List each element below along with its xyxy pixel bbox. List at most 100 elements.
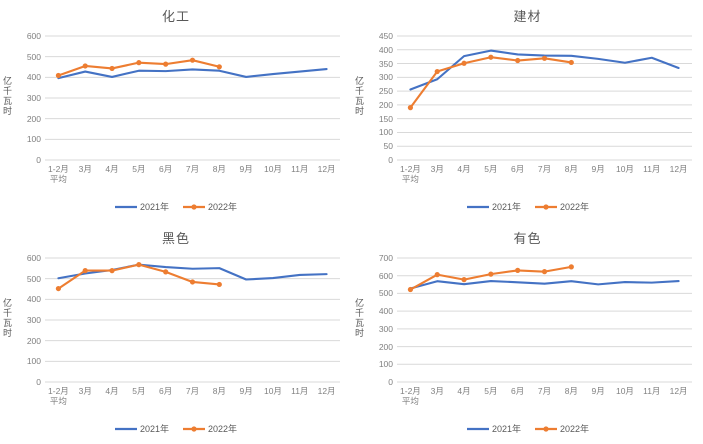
- x-axis-tick-label: 3月: [78, 164, 92, 174]
- data-point-marker: [515, 57, 521, 64]
- x-axis-tick-label: 10月: [615, 386, 634, 396]
- data-point-marker: [82, 63, 88, 69]
- chart-panel-jiancai: 建材 0 50 100 150 200 250 300 350 400 450 亿千瓦时 1-2月 平均…: [352, 0, 703, 222]
- legend-item-2022[interactable]: 2022年: [535, 422, 589, 435]
- chart-title: 化工: [161, 9, 190, 24]
- legend-label: 2021年: [491, 424, 521, 434]
- x-axis-tick-label: 12月: [317, 164, 336, 174]
- series-line-2021: [57, 68, 328, 80]
- chart-legend: 2021年 2022年: [0, 422, 352, 435]
- x-axis-tick-label: 4月: [457, 386, 471, 396]
- legend-swatch-icon: [114, 205, 137, 208]
- x-axis-tick-label: 6月: [511, 164, 525, 174]
- legend-swatch-icon: [466, 427, 489, 430]
- x-axis-tick-label: 5月: [132, 386, 146, 396]
- legend-swatch-icon: [466, 205, 489, 208]
- x-axis-tick-label: 1-2月 平均: [48, 386, 69, 406]
- chart-title: 有色: [513, 231, 542, 246]
- chart-panel-youse: 有色 0 100 200 300 400 500 600 700 亿千瓦时 1-2月 平均 3月 4月 5…: [352, 222, 703, 444]
- series-line-2022: [409, 265, 573, 291]
- data-point-marker: [136, 60, 142, 66]
- data-point-marker: [189, 279, 196, 285]
- legend-swatch-icon: [183, 203, 205, 210]
- chart-legend: 2021年 2022年: [352, 422, 703, 435]
- y-axis-tick-label: 200: [378, 341, 393, 352]
- x-axis-tick-label: 7月: [537, 164, 552, 174]
- legend-item-2021[interactable]: 2021年: [466, 200, 521, 213]
- x-axis-tick-label: 4月: [105, 164, 119, 174]
- chart-title: 黑色: [161, 231, 190, 246]
- y-axis-tick-label: 500: [26, 51, 41, 62]
- x-axis-tick-label: 7月: [185, 164, 200, 174]
- data-point-marker: [136, 262, 142, 268]
- plot-area-heise: 0 100 200 300 400 500 600 亿千瓦时 1-2月 平均 3月 4月 5月 6月 7月 8…: [0, 222, 352, 444]
- x-axis-tick-label: 7月: [537, 386, 552, 396]
- chart-svg: [397, 35, 692, 161]
- y-axis-tick-label: 500: [26, 273, 41, 284]
- legend-item-2022[interactable]: 2022年: [183, 422, 237, 435]
- legend-item-2021[interactable]: 2021年: [466, 422, 521, 435]
- y-axis-tick-label: 300: [378, 72, 393, 83]
- x-axis-tick-label: 7月: [185, 386, 200, 396]
- x-axis-tick-label: 1-2月 平均: [400, 164, 421, 184]
- x-axis-tick-label: 12月: [669, 164, 688, 174]
- y-axis-tick-label: 350: [378, 58, 393, 69]
- chart-legend: 2021年 2022年: [352, 200, 703, 213]
- y-axis-tick-label: 0: [388, 155, 393, 165]
- legend-label: 2021年: [139, 202, 169, 212]
- data-point-marker: [434, 68, 440, 75]
- chart-title: 建材: [513, 9, 542, 24]
- x-axis-tick-label: 3月: [430, 164, 444, 174]
- y-axis-tick-label: 150: [378, 113, 393, 124]
- legend-item-2021[interactable]: 2021年: [114, 200, 169, 213]
- series-line-2021: [409, 49, 680, 91]
- y-axis-label: 亿千瓦时: [354, 298, 364, 338]
- y-axis-tick-label: 200: [26, 113, 41, 124]
- x-axis-tick-label: 10月: [615, 164, 634, 174]
- data-point-marker: [488, 54, 494, 60]
- x-axis-tick-label: 1-2月 平均: [400, 386, 421, 406]
- data-point-marker: [461, 277, 467, 283]
- y-axis-tick-label: 400: [26, 294, 41, 305]
- x-axis-tick-label: 10月: [263, 164, 282, 174]
- y-axis-tick-label: 200: [378, 99, 393, 110]
- plot-area-huagong: 0 100 200 300 400 500 600 亿千瓦时 1-2月 平均 3月 4月 5月 6月 7月 8…: [0, 0, 352, 222]
- y-axis-tick-label: 300: [26, 315, 41, 325]
- x-axis-tick-label: 5月: [484, 386, 498, 396]
- y-axis-tick-label: 500: [378, 288, 393, 299]
- data-point-marker: [163, 269, 169, 275]
- data-point-marker: [109, 268, 115, 274]
- y-axis-label: 亿千瓦时: [2, 298, 12, 338]
- x-axis-tick-label: 8月: [212, 386, 226, 396]
- x-axis-tick-label: 4月: [457, 164, 471, 174]
- y-axis-tick-label: 100: [26, 356, 41, 367]
- x-axis-tick-label: 9月: [239, 164, 253, 174]
- data-point-marker: [216, 281, 222, 288]
- x-axis-tick-label: 11月: [643, 164, 661, 174]
- x-axis-tick-label: 4月: [105, 386, 119, 396]
- y-axis-tick-label: 100: [26, 134, 41, 145]
- data-point-marker: [407, 286, 414, 293]
- y-axis-tick-label: 0: [388, 377, 393, 387]
- data-point-marker: [434, 272, 440, 278]
- y-axis-label: 亿千瓦时: [354, 76, 364, 116]
- legend-label: 2022年: [560, 424, 590, 434]
- legend-item-2022[interactable]: 2022年: [535, 200, 589, 213]
- y-axis-tick-label: 400: [26, 72, 41, 83]
- legend-item-2022[interactable]: 2022年: [183, 200, 237, 213]
- legend-item-2021[interactable]: 2021年: [114, 422, 169, 435]
- legend-label: 2021年: [139, 424, 169, 434]
- chart-panel-heise: 黑色 0 100 200 300 400 500 600 亿千瓦时 1-2月 平均 3月 4月 5月 6月…: [0, 222, 352, 444]
- x-axis-tick-label: 5月: [132, 164, 146, 174]
- data-point-marker: [163, 61, 169, 67]
- x-axis-tick-label: 9月: [591, 164, 605, 174]
- chart-svg: [45, 35, 340, 161]
- data-point-marker: [515, 267, 521, 273]
- data-point-marker: [488, 271, 494, 277]
- y-axis-tick-label: 700: [378, 253, 393, 263]
- y-axis-tick-label: 50: [383, 141, 393, 152]
- legend-label: 2021年: [491, 202, 521, 212]
- y-axis-tick-label: 300: [26, 93, 41, 103]
- x-axis-tick-label: 1-2月 平均: [48, 164, 69, 184]
